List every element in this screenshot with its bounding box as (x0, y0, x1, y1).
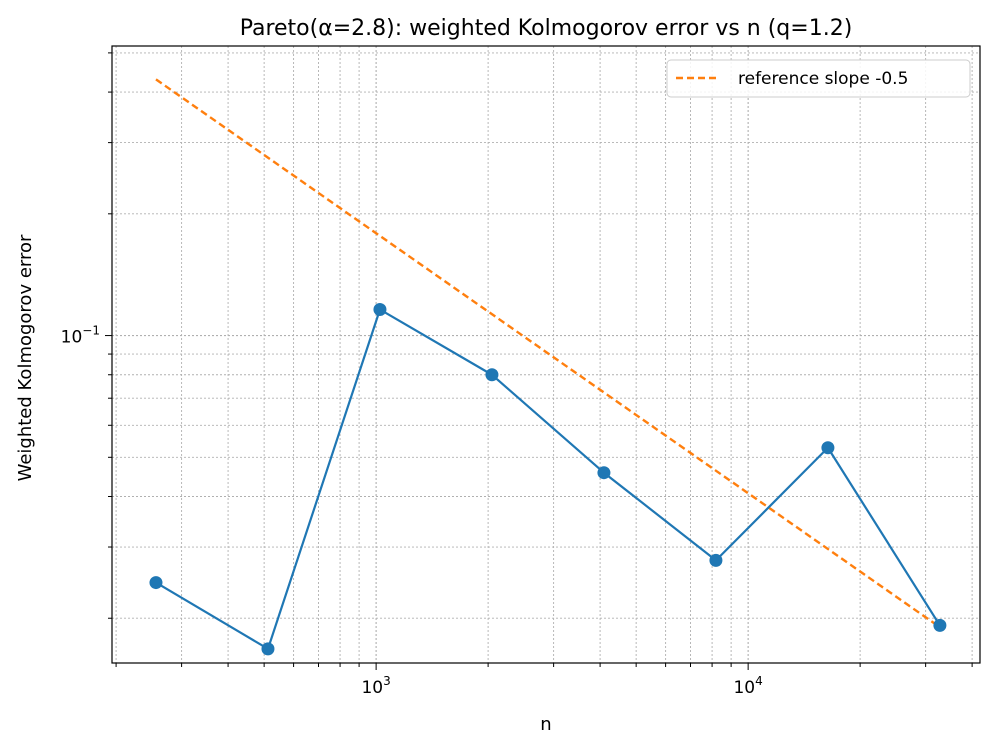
reference-slope-line (155, 78, 941, 629)
error-data-point (933, 618, 947, 632)
axis-ticks: 103 104 10−1 (61, 52, 973, 698)
grid-minor (112, 46, 980, 663)
grid-major (112, 46, 980, 663)
error-data-point (597, 466, 611, 480)
y-tick-label: 10−1 (61, 324, 100, 348)
error-data-point (373, 302, 387, 316)
error-series-line (155, 308, 941, 650)
series-layer (149, 78, 947, 656)
error-data-point (149, 576, 163, 590)
legend: reference slope -0.5 (666, 59, 971, 98)
error-data-point (261, 642, 275, 656)
legend-box (666, 59, 971, 98)
error-data-point (485, 368, 499, 382)
x-tick-label: 103 (361, 674, 390, 698)
error-data-point (821, 441, 835, 455)
chart-title: Pareto(α=2.8): weighted Kolmogorov error… (240, 16, 853, 41)
error-data-point (709, 553, 723, 567)
legend-reference-label: reference slope -0.5 (738, 69, 908, 89)
y-axis-label: Weighted Kolmogorov error (15, 234, 36, 481)
x-axis-label: n (540, 714, 551, 735)
x-tick-label: 104 (733, 674, 762, 698)
